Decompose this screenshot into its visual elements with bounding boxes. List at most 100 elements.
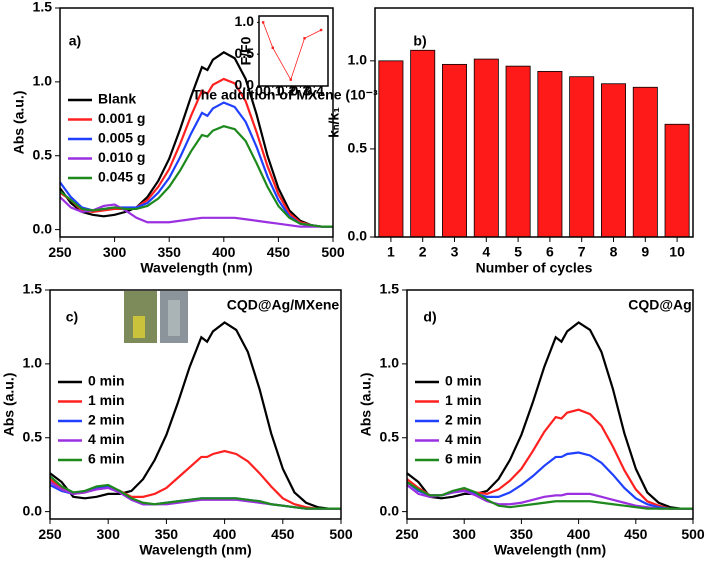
y-axis-label: Abs (a.u.) (11, 91, 27, 155)
x-tick-label: 250 (395, 526, 419, 542)
series-line (59, 51, 333, 228)
series-line (406, 484, 693, 510)
series-line (59, 196, 333, 228)
legend-label: 4 min (88, 431, 125, 447)
x-tick-label: 10 (669, 244, 685, 260)
x-tick-label: 0 (255, 82, 263, 98)
legend-label: 1 min (88, 392, 125, 408)
panel: 0.0 0.5 1.0 1 2 3 4 5 6 7 8 9 10 Number of cycles kₙ/k… (326, 7, 694, 276)
y-tick-label: 0.5 (235, 45, 255, 61)
y-tick-label: 1.0 (235, 13, 255, 29)
bar (505, 65, 531, 238)
x-tick-label: 300 (97, 526, 121, 542)
bar (537, 71, 563, 238)
y-axis-label: F/F0 (238, 36, 254, 65)
x-tick-label: 350 (510, 526, 534, 542)
y-tick-label: 0.0 (23, 502, 43, 518)
x-axis-label: The addition of MXene (10⁻³ g) (192, 87, 395, 103)
series-line (49, 475, 341, 510)
y-axis-label: Abs (a.u.) (1, 373, 17, 437)
point (303, 37, 306, 40)
x-tick-label: 300 (103, 244, 127, 260)
panel: 0.0 0.5 1.0 1.5 250 300 350 400 450 500 0 min 1 min… (358, 281, 705, 558)
series-line (406, 321, 693, 510)
x-tick-label: 500 (681, 526, 705, 542)
bar (473, 58, 499, 238)
x-axis-label: Wavelength (nm) (140, 260, 252, 276)
point (261, 21, 265, 24)
y-tick-label: 0.5 (23, 428, 43, 444)
y-tick-label: 1.5 (33, 0, 53, 15)
x-axis-label: Wavelength (nm) (139, 542, 251, 558)
legend-label: 0.010 g (98, 149, 145, 165)
y-tick-label: 0.5 (33, 146, 53, 162)
inset-background (259, 16, 328, 86)
photo-clear (168, 300, 180, 336)
x-tick-label: 400 (213, 526, 237, 542)
legend-label: 2 min (88, 412, 125, 428)
panel-label: c) (66, 309, 78, 325)
bar (442, 63, 467, 238)
series-line (59, 77, 333, 228)
y-tick-label: 0.0 (348, 228, 368, 244)
bar (664, 123, 690, 238)
legend-label: 2 min (445, 412, 482, 428)
x-tick-label: 400 (212, 244, 236, 260)
series-line (406, 481, 693, 510)
x-tick-label: 350 (158, 244, 182, 260)
x-tick-label: 300 (453, 526, 477, 542)
point (289, 78, 292, 81)
point (319, 28, 323, 32)
panel: 0.0 0.5 1.0 1.5 250 300 350 400 450 500 0 min 1 min… (1, 281, 353, 558)
panel-label: d) (423, 309, 436, 325)
legend-label: 0 min (445, 373, 482, 389)
y-tick-label: 1.0 (348, 52, 368, 68)
x-tick-label: 500 (329, 526, 353, 542)
x-tick-label: 2 (419, 244, 427, 260)
x-tick-label: 250 (38, 526, 62, 542)
legend-label: 0.045 g (98, 169, 145, 185)
x-tick-label: 5 (514, 244, 522, 260)
y-tick-label: 1.5 (380, 281, 400, 297)
x-tick-label: 3 (451, 244, 459, 260)
x-tick-label: 1 (387, 244, 395, 260)
bar (601, 83, 626, 238)
y-tick-label: 0.0 (33, 220, 53, 236)
x-tick-label: 7 (578, 244, 586, 260)
bar (632, 86, 658, 238)
x-tick-label: 350 (155, 526, 179, 542)
panel-label: a) (69, 33, 81, 49)
plot-frame (49, 289, 342, 520)
x-tick-label: 4 (482, 244, 490, 260)
cuvette-photos (124, 291, 188, 343)
annotation: CQD@Ag/MXene (227, 297, 340, 313)
plot-frame (59, 7, 334, 238)
x-tick-label: 400 (567, 526, 591, 542)
y-tick-label: 0.0 (380, 502, 400, 518)
legend-label: 1 min (445, 392, 482, 408)
x-axis-label: Wavelength (nm) (494, 542, 606, 558)
y-axis-label: Abs (a.u.) (358, 373, 374, 437)
bar (569, 76, 595, 238)
plot-frame (258, 15, 329, 87)
y-tick-label: 1.5 (23, 281, 43, 297)
bar (410, 49, 436, 238)
photo-yellow (133, 316, 145, 338)
series-line (59, 125, 333, 228)
bar (378, 60, 404, 238)
y-tick-label: 0.5 (380, 428, 400, 444)
y-tick-label: 0.0 (235, 77, 255, 93)
x-tick-label: 250 (48, 244, 72, 260)
y-tick-label: 1.0 (380, 355, 400, 371)
plot-frame (406, 289, 694, 520)
y-tick-label: 0.5 (348, 140, 368, 156)
x-tick-label: 450 (271, 526, 295, 542)
legend-label: 0.001 g (98, 110, 145, 126)
x-tick-label: 450 (267, 244, 291, 260)
x-tick-label: 8 (610, 244, 618, 260)
x-tick-label: 450 (624, 526, 648, 542)
legend-label: 6 min (445, 451, 482, 467)
